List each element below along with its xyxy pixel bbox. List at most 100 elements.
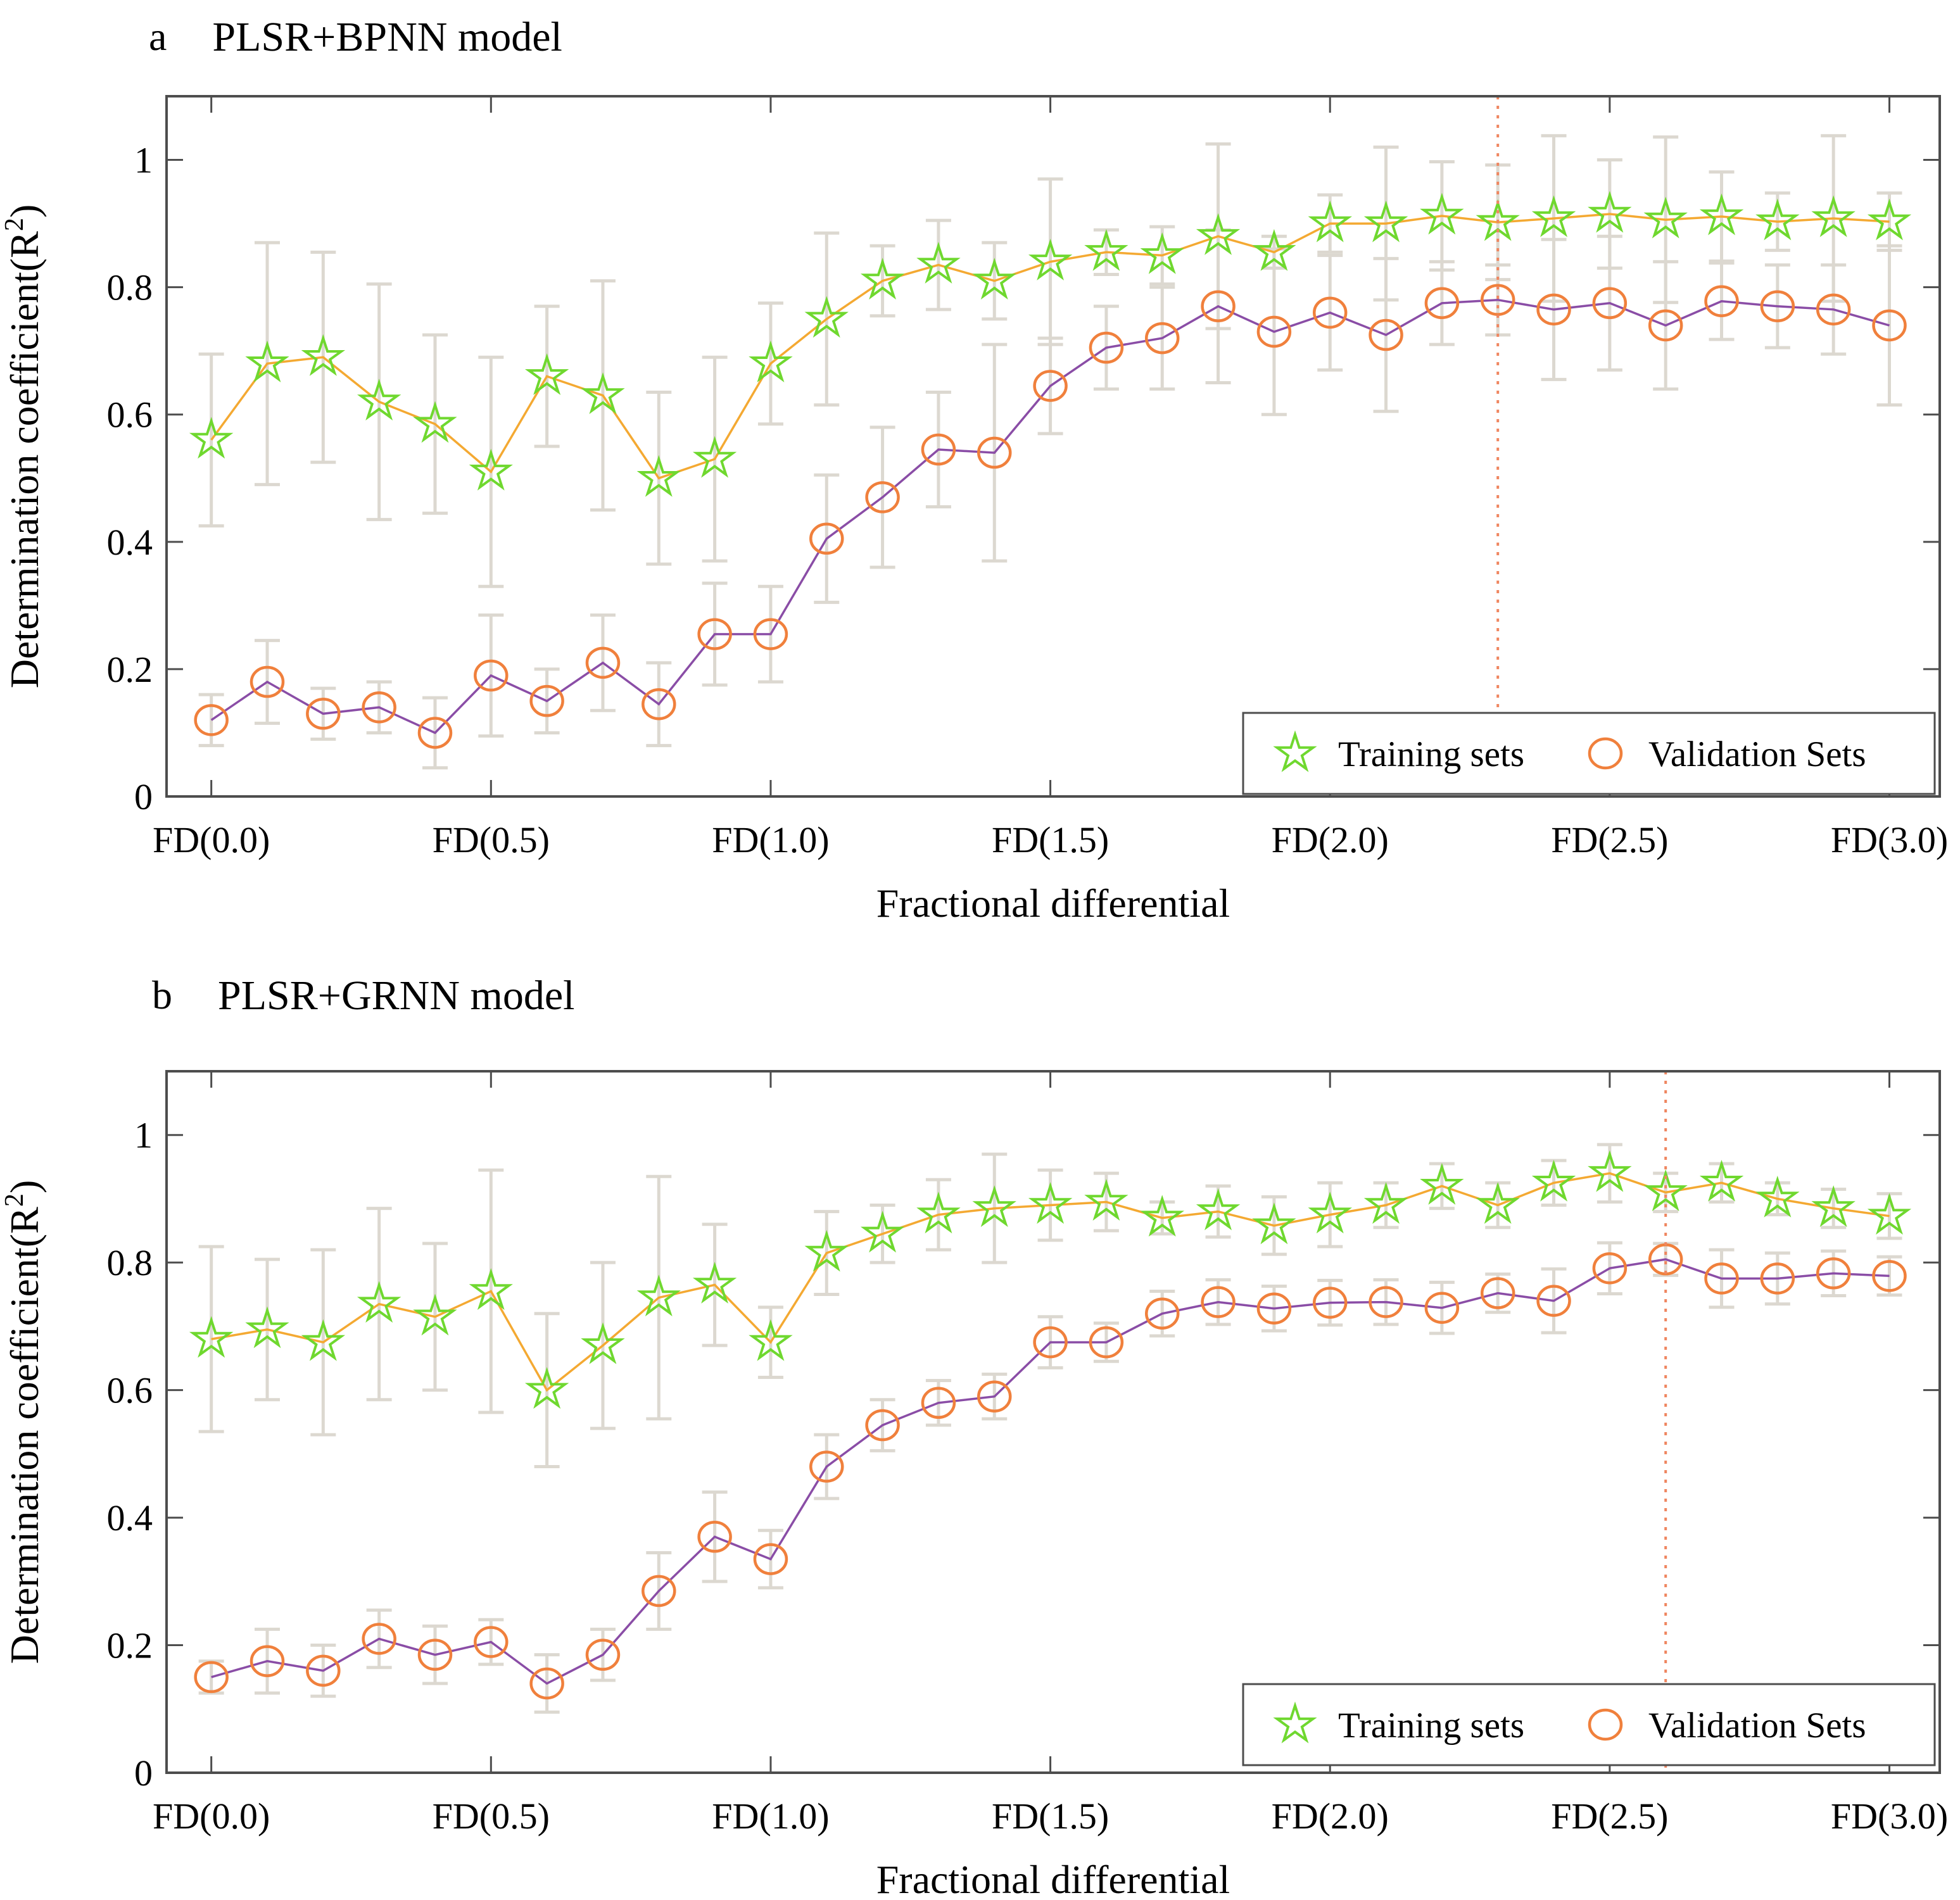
training-marker [469, 1268, 513, 1311]
validation-marker [306, 1654, 341, 1687]
training-marker [581, 1322, 625, 1364]
y-tick-label: 0.4 [107, 522, 153, 563]
validation-marker [977, 1380, 1012, 1412]
validation-marker [1760, 1262, 1795, 1295]
training-marker [189, 1316, 234, 1358]
validation-marker [1369, 1286, 1403, 1318]
training-marker [1252, 1202, 1296, 1245]
training-marker [1531, 195, 1576, 237]
validation-marker [474, 659, 509, 692]
validation-marker [1480, 1277, 1515, 1309]
training-marker [860, 258, 905, 300]
panel-a-title-row: a PLSR+BPNN model [149, 16, 562, 58]
training-marker [1420, 192, 1464, 235]
legend-validation-marker [1588, 737, 1623, 770]
panel-b-title-row: b PLSR+GRNN model [152, 975, 574, 1017]
validation-marker [1816, 293, 1851, 326]
validation-marker [1369, 318, 1403, 351]
training-marker [1811, 1185, 1856, 1228]
validation-error-bars [198, 1241, 1902, 1714]
x-tick-label: FD(3.0) [1831, 1796, 1948, 1837]
training-marker [189, 417, 234, 459]
x-tick-label: FD(0.5) [433, 1796, 550, 1837]
training-marker [636, 1274, 681, 1317]
validation-marker [753, 618, 788, 650]
training-line [211, 1172, 1890, 1392]
y-axis-label: Determination coefficient(R2) [0, 1180, 47, 1664]
training-marker [1140, 232, 1184, 274]
training-marker [1755, 1176, 1800, 1217]
training-marker [1811, 195, 1856, 237]
validation-marker [1816, 1257, 1851, 1290]
legend-validation-label: Validation Sets [1648, 1706, 1866, 1746]
validation-marker [865, 1409, 900, 1442]
training-marker [804, 296, 849, 338]
validation-marker [1201, 290, 1236, 323]
training-marker [972, 258, 1016, 300]
validation-marker [1089, 331, 1124, 364]
axis-box [165, 1070, 1941, 1774]
panel-a-letter: a [149, 14, 167, 59]
validation-marker [1480, 284, 1515, 316]
validation-marker [250, 665, 285, 698]
validation-marker [362, 1623, 396, 1655]
y-tick-label: 0.8 [107, 1242, 153, 1283]
validation-marker [1424, 287, 1460, 320]
validation-marker [585, 646, 621, 679]
x-tick-label: FD(1.0) [712, 1796, 829, 1837]
y-axis-label: Determination coefficient(R2) [0, 204, 47, 689]
training-marker [524, 1367, 569, 1409]
validation-marker [1536, 1285, 1571, 1317]
validation-marker [1704, 285, 1739, 318]
training-marker [357, 379, 401, 421]
validation-marker [1256, 1292, 1292, 1324]
legend-training-label: Training sets [1338, 734, 1524, 774]
training-marker [1308, 200, 1352, 242]
y-tick-label: 0 [134, 776, 153, 817]
validation-marker [865, 481, 900, 513]
validation-marker [1872, 309, 1907, 342]
error-bar [1876, 1255, 1902, 1297]
validation-markers [194, 284, 1907, 749]
validation-marker [977, 436, 1012, 469]
axis-ticks [167, 1071, 1940, 1774]
y-tick-label: 0.6 [107, 394, 153, 436]
training-marker [1363, 200, 1408, 242]
training-marker [245, 1306, 289, 1349]
validation-marker [194, 704, 229, 736]
training-marker [245, 340, 289, 382]
validation-marker [1592, 1252, 1628, 1285]
panel-a-title: PLSR+BPNN model [212, 14, 562, 60]
training-marker [1196, 213, 1241, 255]
validation-marker [194, 1661, 229, 1694]
validation-marker [1144, 322, 1180, 355]
validation-marker [529, 1667, 564, 1700]
panel-b-title: PLSR+GRNN model [218, 972, 575, 1019]
training-marker [1699, 193, 1744, 236]
validation-marker [474, 1626, 509, 1658]
y-tick-label: 1 [134, 1115, 153, 1156]
y-tick-label: 1 [134, 140, 153, 181]
panel-a: FD(0.0) FD(0.5) FD(1.0) FD(1.5) FD(2.0) FD(2.… [0, 95, 1948, 926]
training-marker [581, 372, 625, 415]
training-marker [1699, 1159, 1744, 1202]
training-marker [301, 1319, 346, 1361]
validation-marker [417, 1639, 453, 1671]
x-tick-label: FD(0.0) [153, 1796, 270, 1837]
validation-marker [642, 1575, 676, 1607]
x-tick-label: FD(2.5) [1551, 1796, 1668, 1837]
validation-marker [529, 684, 564, 717]
validation-marker [1872, 1260, 1907, 1292]
validation-marker [417, 717, 453, 749]
validation-marker [585, 1639, 621, 1671]
training-marker [1252, 229, 1296, 271]
axis-box [165, 95, 1941, 798]
training-line [210, 213, 1890, 480]
training-marker [860, 1211, 905, 1253]
training-marker [692, 436, 737, 478]
y-tick-label: 0.4 [107, 1497, 153, 1538]
y-tick-label: 0.2 [107, 649, 153, 690]
validation-marker [809, 522, 844, 555]
validation-marker [1648, 309, 1683, 342]
